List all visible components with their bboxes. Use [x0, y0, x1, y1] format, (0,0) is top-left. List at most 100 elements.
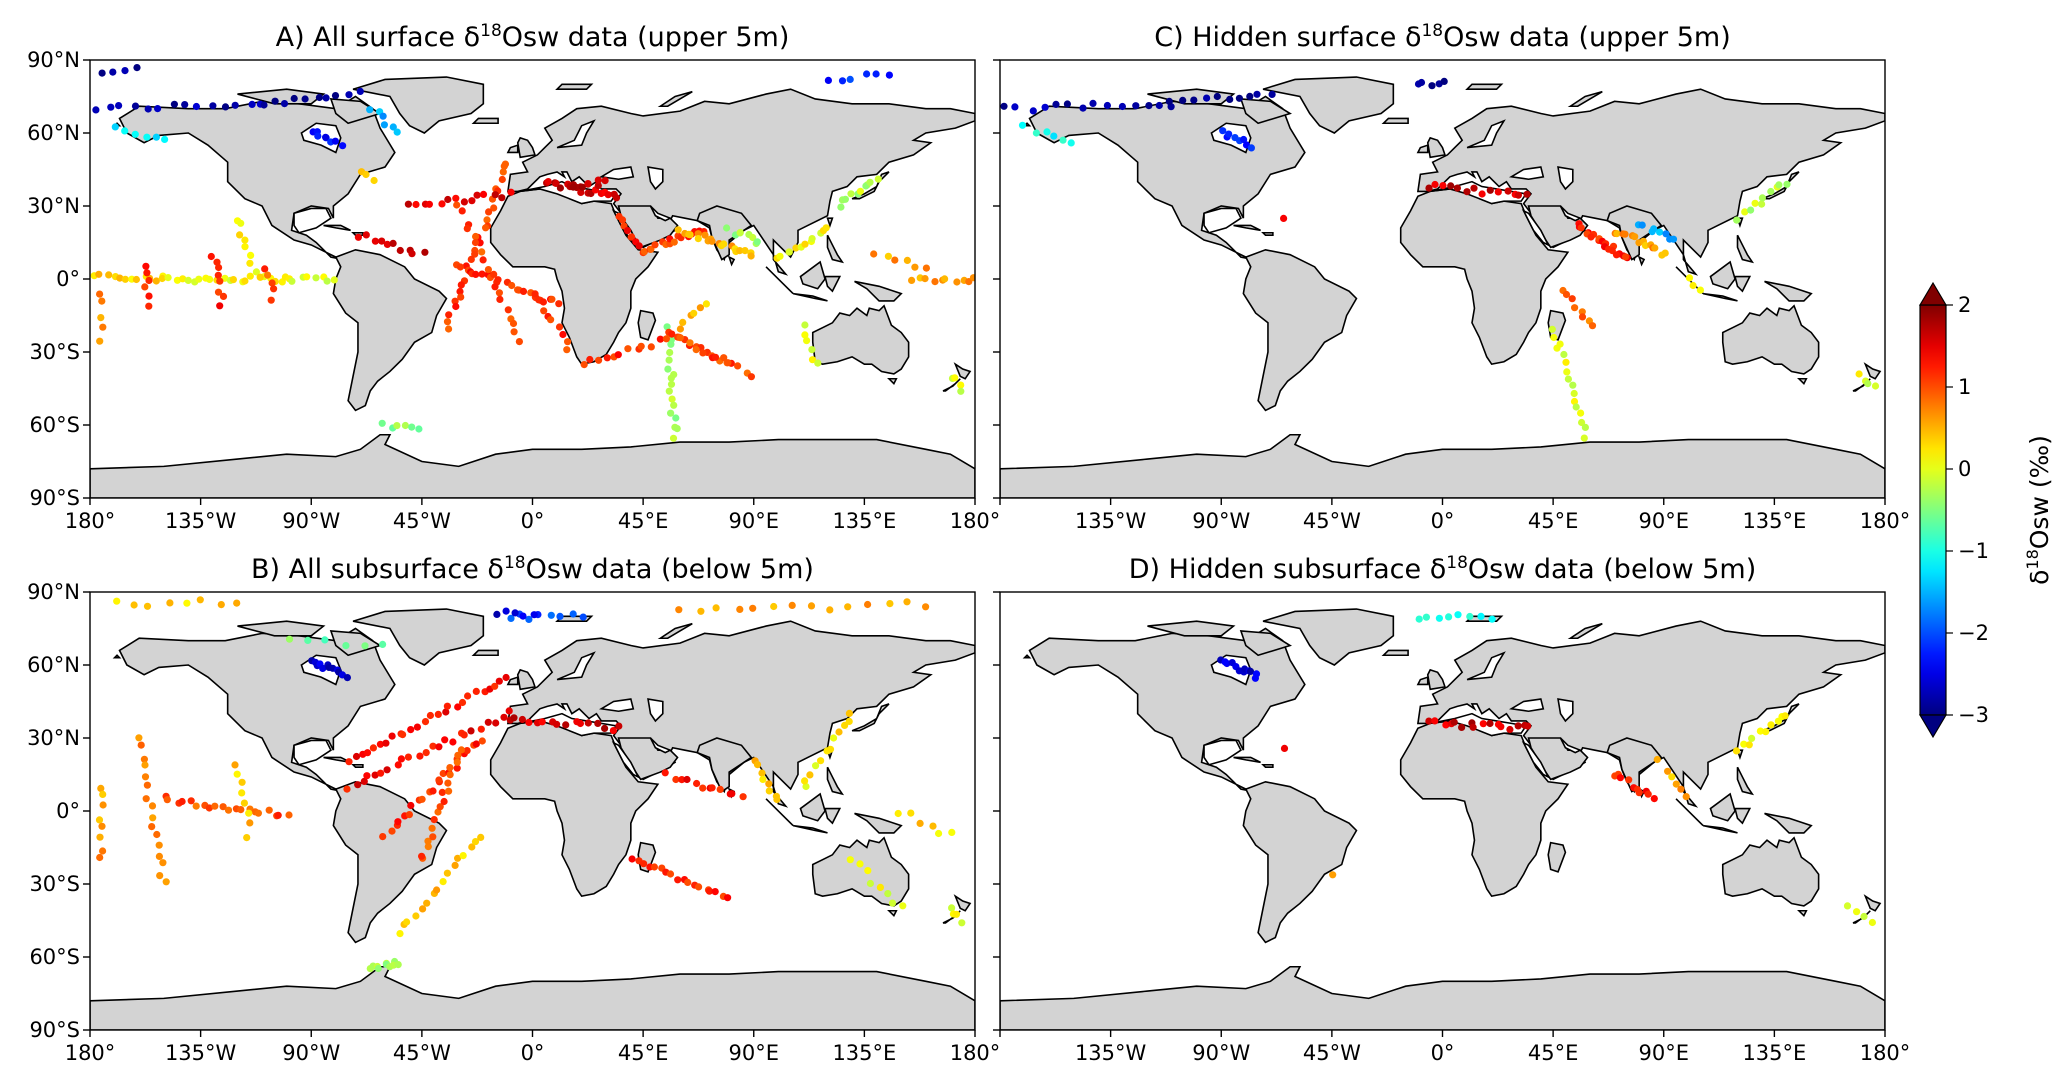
data-point — [429, 833, 437, 841]
data-point — [207, 252, 215, 261]
data-point — [490, 204, 498, 212]
data-point — [435, 776, 443, 784]
data-point — [152, 277, 160, 285]
data-point — [908, 276, 916, 284]
data-point — [96, 833, 104, 841]
data-point — [254, 809, 262, 817]
data-point — [1631, 233, 1639, 241]
data-point — [464, 692, 472, 700]
data-point — [121, 127, 129, 135]
data-point — [711, 353, 720, 361]
data-point — [1864, 380, 1872, 388]
data-point — [670, 401, 678, 409]
data-point — [425, 200, 433, 208]
data-point — [162, 878, 170, 886]
data-point — [444, 195, 452, 204]
data-point — [1758, 200, 1766, 208]
data-point — [491, 191, 499, 199]
data-point — [1032, 129, 1040, 137]
data-point — [812, 762, 820, 770]
data-point — [872, 70, 880, 78]
data-point — [248, 100, 256, 108]
data-point — [1756, 727, 1764, 735]
x-tick-label: 90°E — [1639, 509, 1690, 533]
data-point — [556, 612, 564, 621]
data-point — [618, 216, 627, 224]
data-point — [155, 841, 163, 849]
data-point — [1415, 615, 1423, 623]
data-point — [1588, 322, 1597, 330]
data-point — [195, 275, 203, 283]
data-point — [261, 265, 269, 273]
data-point — [1577, 224, 1585, 232]
data-point — [303, 273, 311, 281]
data-point — [530, 611, 538, 619]
data-point — [504, 306, 512, 314]
data-point — [229, 276, 237, 284]
data-point — [664, 365, 672, 373]
data-point — [838, 77, 847, 85]
data-point — [131, 130, 139, 138]
data-point — [215, 263, 223, 272]
data-point — [116, 274, 124, 282]
data-point — [179, 275, 187, 283]
data-point — [362, 170, 370, 179]
data-point — [343, 674, 351, 682]
data-point — [458, 207, 466, 215]
data-point — [1029, 107, 1037, 115]
data-point — [143, 269, 151, 277]
data-point — [559, 330, 567, 339]
x-tick-label: 45°W — [1303, 1041, 1361, 1065]
data-point — [601, 177, 609, 185]
data-point — [884, 252, 893, 260]
data-point — [494, 276, 502, 284]
data-point — [1570, 397, 1579, 406]
data-point — [312, 274, 320, 282]
data-point — [143, 133, 151, 141]
data-point — [459, 852, 467, 860]
data-point — [1089, 99, 1097, 107]
data-point — [1246, 92, 1254, 100]
data-point — [907, 809, 915, 817]
data-point — [1613, 230, 1621, 238]
data-point — [145, 292, 153, 300]
data-point — [1732, 747, 1741, 755]
data-point — [1469, 723, 1477, 731]
colorbar-gradient — [1919, 304, 1947, 716]
data-point — [808, 356, 817, 364]
data-point — [1664, 767, 1672, 775]
data-point — [1247, 144, 1255, 152]
data-point — [423, 899, 431, 907]
y-tick-label: 90°N — [27, 48, 80, 72]
data-point — [699, 784, 707, 792]
data-point — [555, 323, 564, 331]
data-point — [484, 718, 492, 726]
data-point — [345, 91, 353, 99]
data-point — [113, 597, 121, 605]
data-point — [1431, 180, 1439, 189]
data-point — [243, 834, 251, 842]
data-point — [544, 178, 552, 186]
data-point — [1745, 741, 1753, 749]
data-point — [1616, 774, 1624, 782]
data-point — [484, 266, 492, 274]
data-point — [424, 837, 432, 845]
data-point — [728, 790, 736, 798]
data-point — [496, 295, 504, 303]
data-point — [471, 250, 479, 258]
data-point — [265, 806, 273, 814]
data-point — [1644, 790, 1652, 798]
data-point — [408, 423, 416, 431]
data-point — [463, 225, 471, 233]
data-point — [473, 191, 481, 199]
x-tick-label: 135°E — [1742, 509, 1806, 533]
data-point — [1580, 434, 1588, 442]
data-point — [444, 779, 452, 787]
data-point — [845, 717, 853, 726]
data-point — [674, 876, 682, 884]
data-point — [1155, 101, 1163, 110]
data-point — [163, 796, 171, 804]
data-point — [1219, 127, 1227, 135]
data-point — [578, 183, 586, 191]
data-point — [1563, 368, 1571, 376]
